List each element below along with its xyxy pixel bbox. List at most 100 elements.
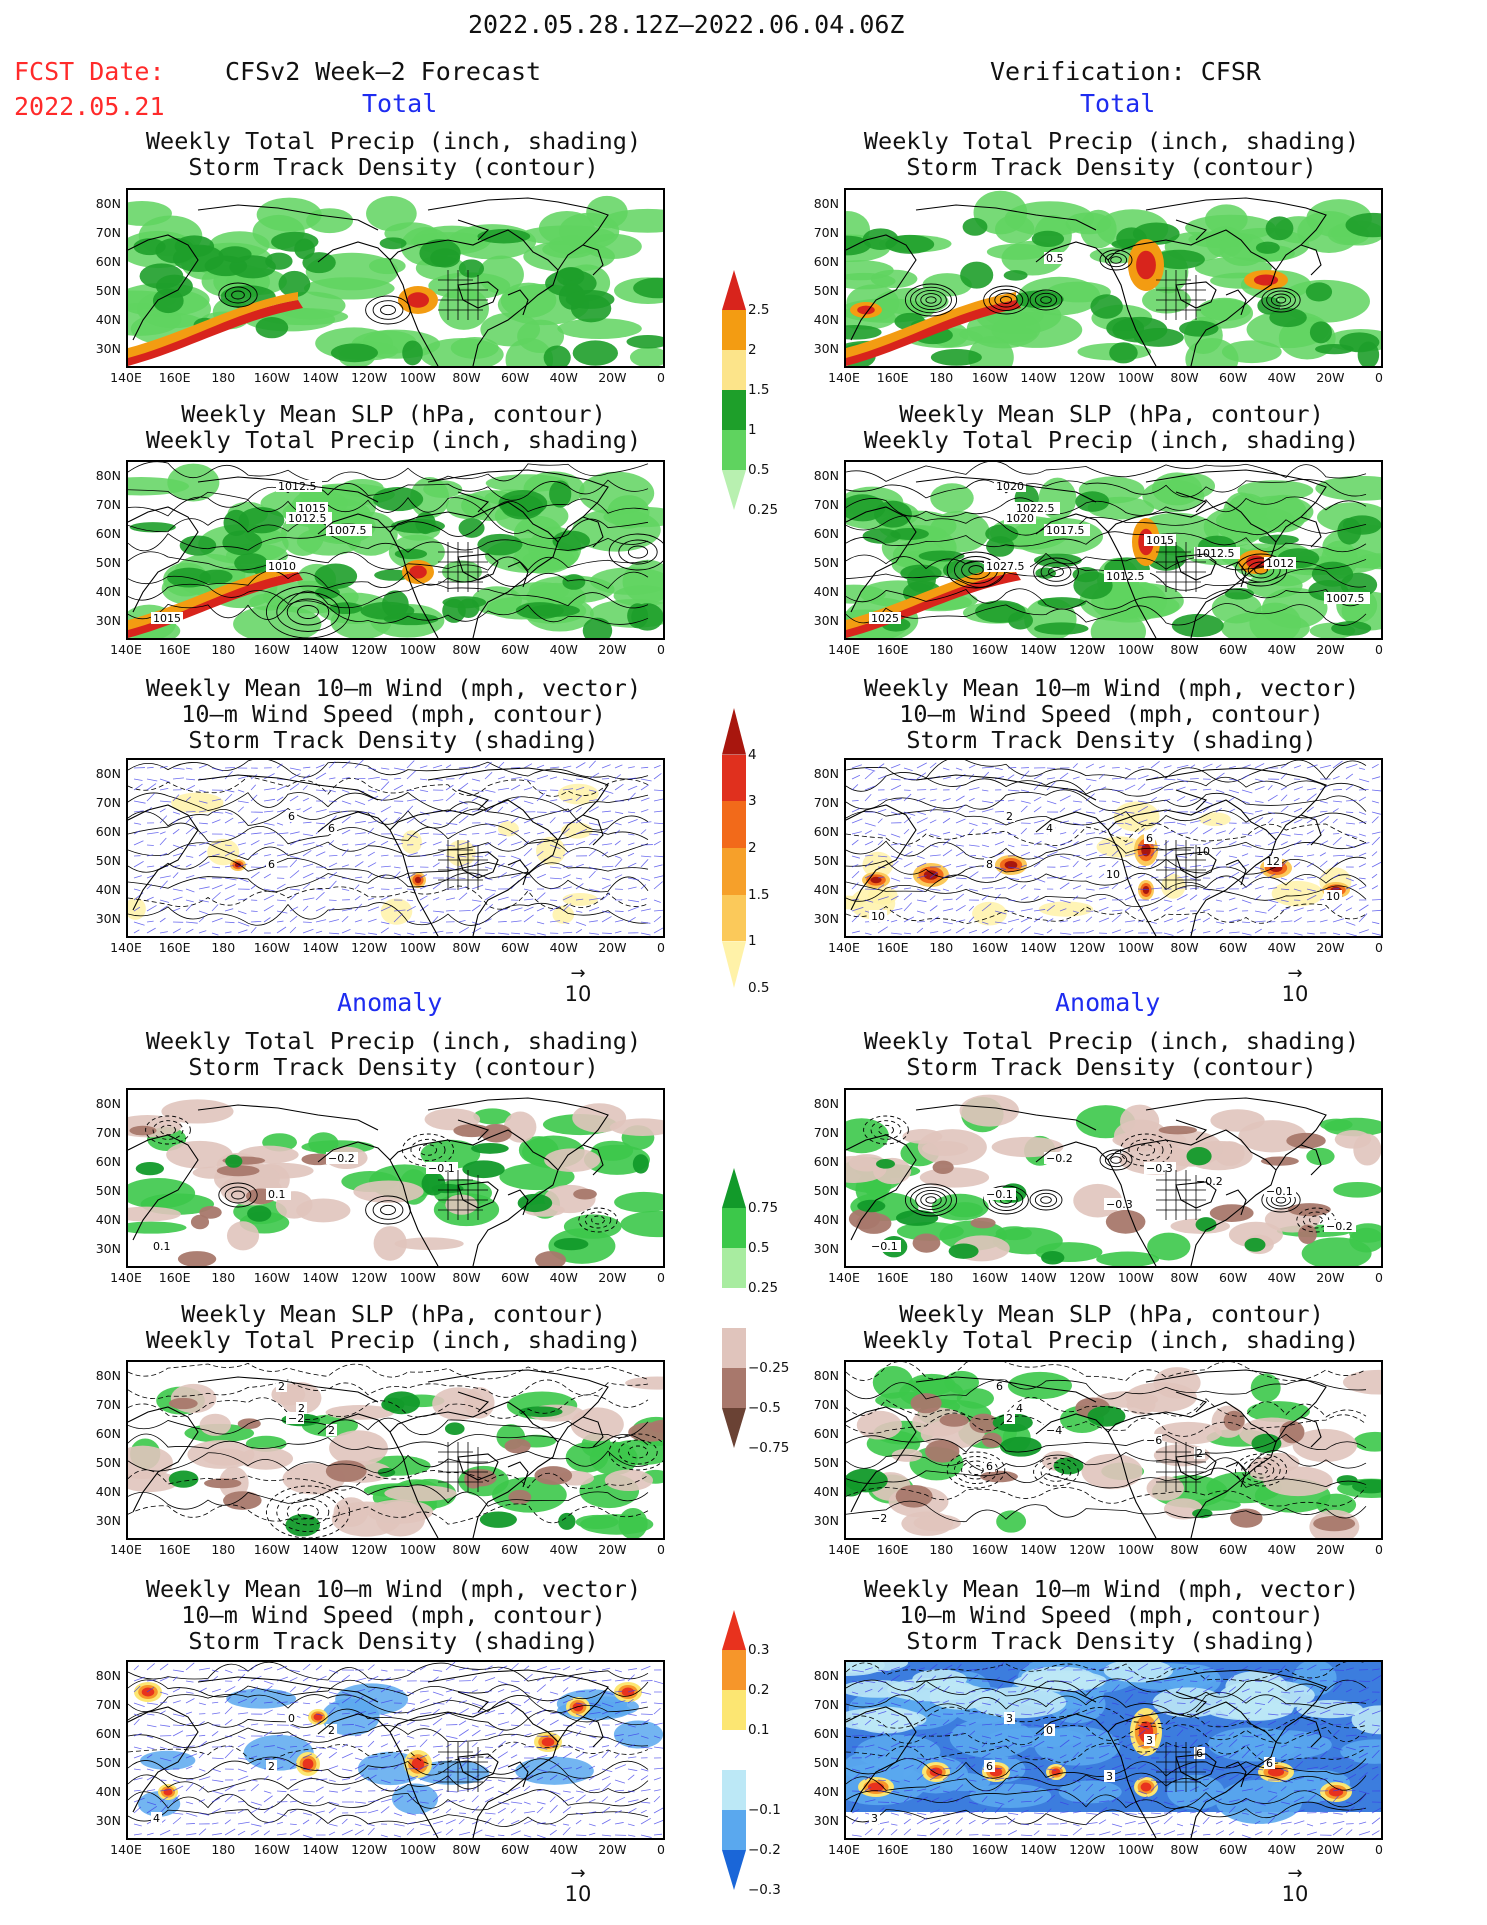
- right-anomaly-label: Anomaly: [1055, 988, 1161, 1017]
- lat-label: 70N: [813, 1125, 839, 1140]
- lat-label: 60N: [813, 1154, 839, 1169]
- lat-label: 80N: [95, 766, 121, 781]
- lat-label: 50N: [95, 1183, 121, 1198]
- colorbar-segment: [722, 941, 746, 988]
- colorbar-total-precip: [722, 270, 746, 510]
- lat-label: 40N: [95, 312, 121, 327]
- lat-label: 60N: [95, 526, 121, 541]
- colorbar-segment: [722, 350, 746, 390]
- svg-text:4: 4: [153, 1812, 160, 1825]
- lat-label: 80N: [95, 468, 121, 483]
- lat-label: 30N: [813, 1813, 839, 1828]
- colorbar-label: 2: [748, 342, 757, 358]
- svg-text:6: 6: [1146, 832, 1153, 845]
- fcst-anom-slp-precip-title-line-2: Weekly Total Precip (inch, shading): [145, 1326, 642, 1354]
- colorbar-label: 0.25: [748, 502, 779, 518]
- colorbar-segment: [722, 430, 746, 470]
- svg-text:2: 2: [298, 1402, 305, 1415]
- fcst-anom-wind-map: 0 2 2 4: [126, 1660, 665, 1840]
- lat-label: 40N: [813, 882, 839, 897]
- svg-text:1015: 1015: [153, 612, 181, 625]
- vector-reference-fcst-anom: → 10: [564, 1863, 592, 1907]
- lat-label: 40N: [813, 1784, 839, 1799]
- fcst-anom-slp-precip-map: 2 2 −2 2: [126, 1360, 665, 1540]
- lat-label: 80N: [813, 1668, 839, 1683]
- lat-label: 40N: [813, 584, 839, 599]
- lat-label: 80N: [813, 468, 839, 483]
- colorbar-label: 1.5: [748, 886, 770, 903]
- svg-text:2: 2: [328, 1724, 335, 1737]
- svg-text:4: 4: [1016, 1402, 1023, 1415]
- colorbar-segment: [722, 390, 746, 430]
- colorbar-segment: [722, 1610, 746, 1650]
- lat-label: 40N: [95, 882, 121, 897]
- svg-text:3: 3: [1006, 1712, 1013, 1725]
- lat-label: 40N: [813, 1212, 839, 1227]
- verif-anom-precip-storm-title-line-1: Weekly Total Precip (inch, shading): [863, 1027, 1360, 1055]
- svg-text:10: 10: [1196, 845, 1210, 858]
- verif-total-slp-precip-map: 1020 1022.5 1020 1017.5 1027.5 1025 1015 1012.5…: [844, 460, 1383, 640]
- colorbar-segment: [722, 1810, 746, 1850]
- lat-label: 40N: [813, 312, 839, 327]
- lat-label: 60N: [813, 254, 839, 269]
- verif-anom-wind-map: 3 0 6 3 3 6 3 6: [844, 1660, 1383, 1840]
- lat-label: 70N: [95, 1397, 121, 1412]
- fcst-date-label: FCST Date:: [14, 57, 165, 86]
- fcst-total-wind-title-line-1: Weekly Mean 10–m Wind (mph, vector): [145, 674, 642, 702]
- lat-label: 70N: [95, 225, 121, 240]
- lat-label: 30N: [813, 1513, 839, 1528]
- lat-label: 40N: [95, 584, 121, 599]
- lat-label: 80N: [813, 1096, 839, 1111]
- svg-text:2: 2: [268, 1760, 275, 1773]
- svg-text:12: 12: [1266, 855, 1280, 868]
- lat-label: 30N: [813, 613, 839, 628]
- colorbar-segment: [722, 1850, 746, 1890]
- left-anomaly-label: Anomaly: [337, 988, 443, 1017]
- colorbar-segment: [722, 1770, 746, 1810]
- lat-label: 70N: [95, 795, 121, 810]
- fcst-anom-wind-title-line-1: Weekly Mean 10–m Wind (mph, vector): [145, 1575, 642, 1603]
- svg-text:1020: 1020: [1006, 512, 1034, 525]
- verif-total-slp-precip-title-line-1: Weekly Mean SLP (hPa, contour): [899, 400, 1324, 428]
- colorbar-segment: [722, 310, 746, 350]
- svg-text:−2: −2: [871, 1512, 887, 1525]
- colorbar-segment: [722, 1288, 746, 1328]
- verif-total-precip-storm-map: 0.5: [844, 188, 1383, 368]
- colorbar-label: 0.3: [748, 1642, 770, 1658]
- svg-text:6: 6: [996, 1380, 1003, 1393]
- colorbar-segment: [722, 470, 746, 510]
- lat-label: 60N: [95, 254, 121, 269]
- svg-text:−0.2: −0.2: [328, 1152, 355, 1165]
- svg-text:−0.1: −0.1: [871, 1240, 898, 1253]
- lat-label: 50N: [95, 283, 121, 298]
- svg-text:6: 6: [268, 858, 275, 871]
- lat-label: 60N: [813, 1426, 839, 1441]
- lat-label: 30N: [95, 613, 121, 628]
- colorbar-segment: [722, 1248, 746, 1288]
- svg-text:−2: −2: [288, 1412, 304, 1425]
- fcst-total-wind-map: 6 6 6: [126, 758, 665, 938]
- colorbar-label: 0.25: [748, 1280, 779, 1296]
- colorbar-label: 4: [748, 746, 757, 763]
- verif-total-wind-title-line-1: Weekly Mean 10–m Wind (mph, vector): [863, 674, 1360, 702]
- colorbar-label: 0.1: [748, 1722, 770, 1738]
- colorbar-segment: [722, 1730, 746, 1770]
- svg-text:0.1: 0.1: [268, 1188, 286, 1201]
- lat-label: 50N: [95, 1455, 121, 1470]
- svg-text:−0.2: −0.2: [1196, 1175, 1223, 1188]
- lat-label: 70N: [95, 497, 121, 512]
- lat-label: 60N: [95, 1426, 121, 1441]
- fcst-total-wind-title-line-2: 10–m Wind Speed (mph, contour): [181, 700, 606, 728]
- lat-label: 40N: [95, 1784, 121, 1799]
- left-column-title: CFSv2 Week–2 Forecast: [225, 57, 542, 86]
- lat-label: 60N: [95, 824, 121, 839]
- svg-text:1012.5: 1012.5: [278, 480, 317, 493]
- svg-text:10: 10: [1106, 868, 1120, 881]
- lat-label: 30N: [813, 1241, 839, 1256]
- lat-label: 50N: [95, 853, 121, 868]
- lat-label: 30N: [95, 341, 121, 356]
- colorbar-label: 1: [748, 422, 757, 438]
- svg-text:10: 10: [1326, 890, 1340, 903]
- svg-text:−0.1: −0.1: [986, 1188, 1013, 1201]
- svg-text:1015: 1015: [298, 502, 326, 515]
